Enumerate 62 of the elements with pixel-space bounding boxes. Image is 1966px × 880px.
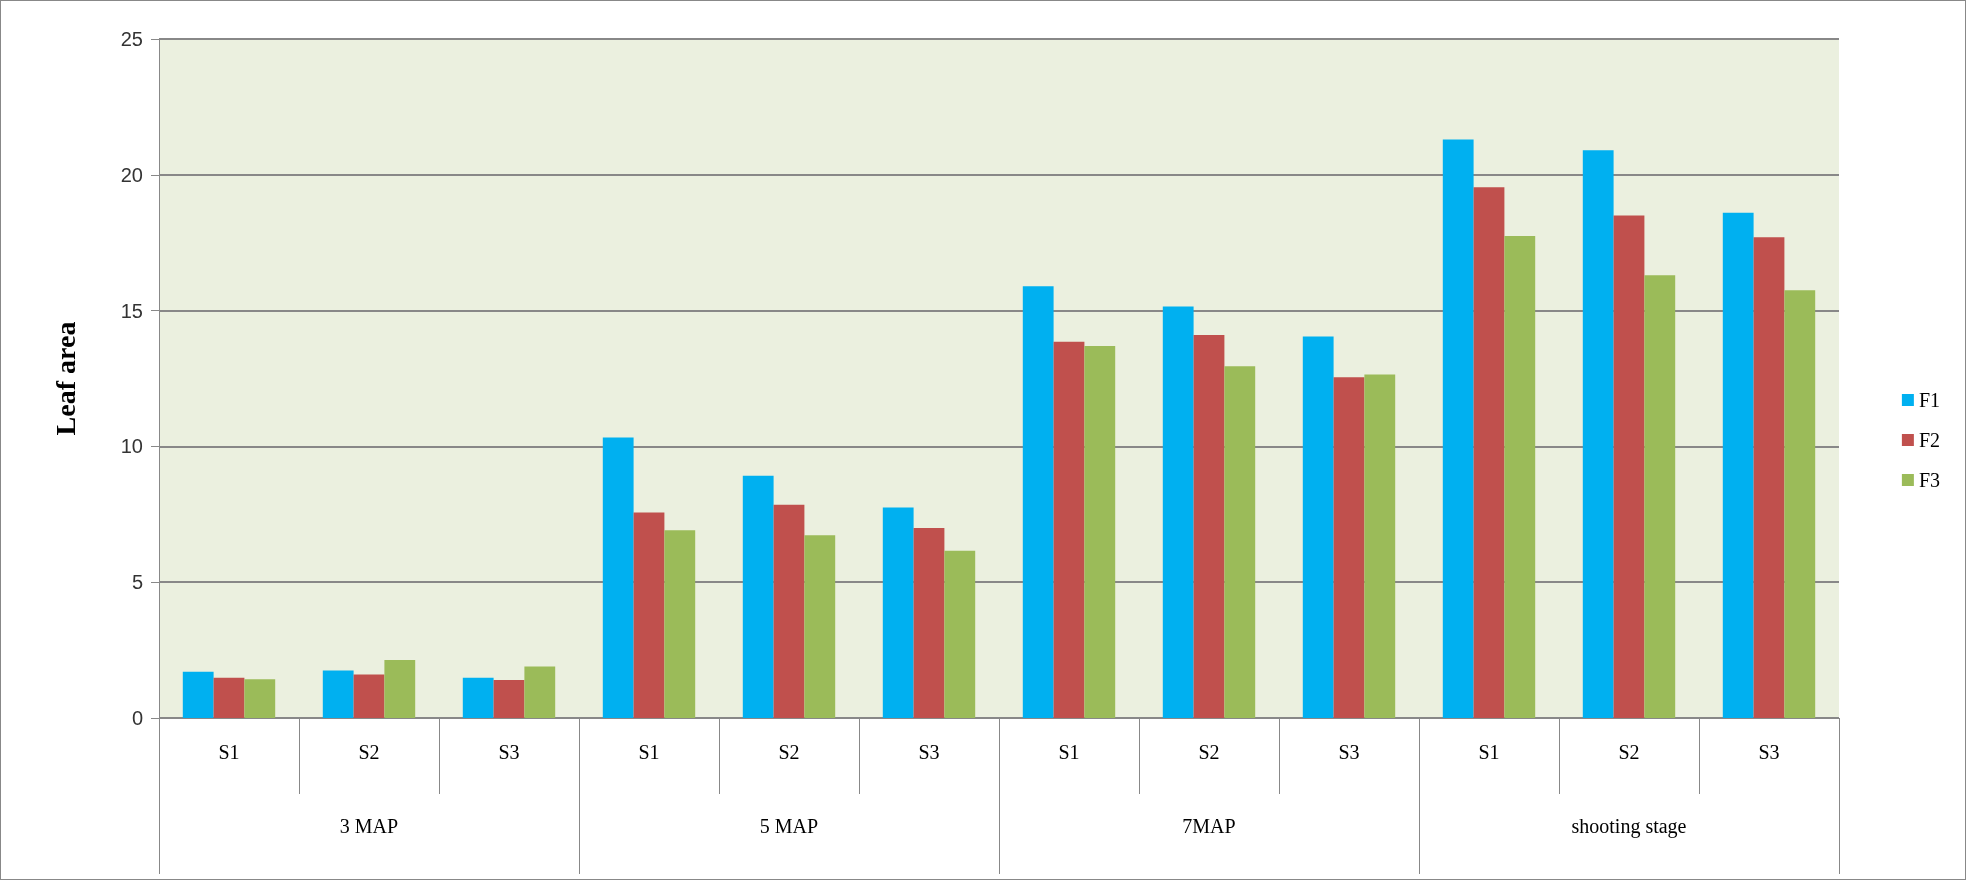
legend-label: F3 xyxy=(1918,469,1940,491)
x-tick-label: S3 xyxy=(1758,741,1780,763)
legend-label: F1 xyxy=(1918,389,1940,411)
bar xyxy=(1084,345,1116,718)
bar xyxy=(1302,336,1334,718)
x-tick-label: S1 xyxy=(218,741,240,763)
bar xyxy=(244,679,276,718)
bar xyxy=(1753,237,1785,718)
bar xyxy=(1442,139,1474,718)
bar xyxy=(493,679,525,718)
bar xyxy=(742,475,774,718)
bar xyxy=(1162,306,1194,718)
bar xyxy=(1364,374,1396,718)
bar xyxy=(1784,290,1816,718)
bar xyxy=(1333,377,1365,718)
bar xyxy=(633,512,665,718)
bar xyxy=(322,670,354,718)
y-tick-label: 10 xyxy=(120,435,143,458)
bar xyxy=(944,550,976,718)
x-tick-label: S2 xyxy=(778,741,800,763)
bar xyxy=(1022,286,1054,718)
bar xyxy=(384,659,416,718)
bar xyxy=(213,677,245,718)
bar xyxy=(1613,215,1645,718)
bar xyxy=(524,666,556,718)
text: 5 MAP xyxy=(759,815,819,837)
bar xyxy=(1053,341,1085,718)
y-tick-label: 0 xyxy=(131,707,143,729)
x-tick-label: S3 xyxy=(498,741,520,763)
y-tick-label: 5 xyxy=(131,571,143,594)
text: 7MAP xyxy=(1182,815,1236,837)
x-tick-label: S1 xyxy=(1478,741,1500,763)
y-axis-title: Leaf area xyxy=(49,321,81,436)
text: shooting stage xyxy=(1571,815,1687,838)
bar xyxy=(1224,366,1256,718)
bar xyxy=(1644,275,1676,718)
x-tick-label: S3 xyxy=(1338,741,1360,763)
y-tick-label: 20 xyxy=(120,163,143,186)
bar xyxy=(1193,335,1225,718)
bar xyxy=(1582,150,1614,718)
x-tick-label: S2 xyxy=(358,741,380,763)
bar xyxy=(462,677,494,718)
y-tick-label: 25 xyxy=(120,28,143,50)
bar xyxy=(1504,235,1536,718)
bar xyxy=(804,535,836,718)
x-tick-label: S1 xyxy=(1058,741,1080,763)
x-tick-label: S2 xyxy=(1198,741,1220,763)
bar xyxy=(602,437,634,718)
x-tick-label: S3 xyxy=(918,741,940,763)
bar xyxy=(773,504,805,718)
y-tick-label: 15 xyxy=(120,299,143,322)
bar xyxy=(913,527,945,718)
bar xyxy=(182,671,214,718)
x-tick-label: S2 xyxy=(1618,741,1640,763)
bar xyxy=(1722,212,1754,718)
legend-label: F2 xyxy=(1918,429,1940,451)
bar xyxy=(1473,187,1505,718)
bar xyxy=(353,674,385,718)
bar xyxy=(664,530,696,718)
x-tick-label: S1 xyxy=(638,741,660,763)
bar xyxy=(882,507,914,718)
text: 3 MAP xyxy=(339,815,399,837)
